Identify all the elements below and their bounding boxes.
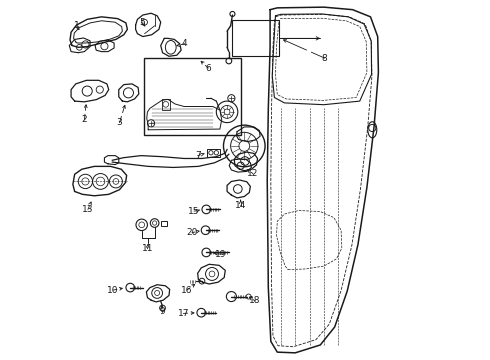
Text: 11: 11 — [142, 244, 153, 253]
Bar — [144, 58, 241, 135]
Text: 14: 14 — [235, 201, 246, 210]
Text: 18: 18 — [249, 296, 261, 305]
Text: 8: 8 — [322, 54, 327, 63]
Text: 15: 15 — [188, 207, 200, 216]
Bar — [232, 21, 279, 56]
Text: 13: 13 — [82, 205, 94, 214]
Text: 9: 9 — [159, 307, 165, 316]
Text: 16: 16 — [181, 285, 193, 294]
Bar — [207, 149, 220, 157]
Text: 3: 3 — [117, 118, 122, 127]
Text: 4: 4 — [182, 39, 188, 48]
Text: 17: 17 — [177, 309, 189, 318]
Bar — [161, 221, 167, 226]
Text: 7: 7 — [195, 151, 200, 160]
Text: 12: 12 — [247, 169, 259, 178]
Text: 19: 19 — [215, 250, 226, 259]
Bar — [162, 99, 170, 110]
Text: 20: 20 — [186, 228, 197, 237]
Text: 6: 6 — [205, 64, 211, 73]
Text: 10: 10 — [107, 285, 119, 294]
Text: 5: 5 — [139, 18, 145, 27]
Text: 2: 2 — [81, 115, 87, 124]
Text: 1: 1 — [74, 21, 79, 30]
